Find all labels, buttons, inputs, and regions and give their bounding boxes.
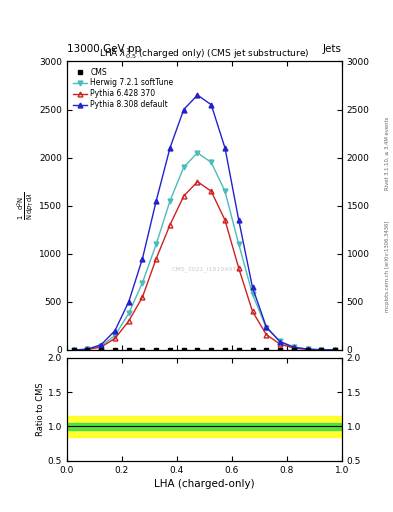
Y-axis label: Ratio to CMS: Ratio to CMS xyxy=(36,382,45,436)
Title: LHA $\lambda^{1}_{0.5}$ (charged only) (CMS jet substructure): LHA $\lambda^{1}_{0.5}$ (charged only) (… xyxy=(99,47,310,61)
Y-axis label: $\frac{1}{\mathregular{N}} \frac{\mathregular{d}^2 \mathregular{N}}{\mathregular: $\frac{1}{\mathregular{N}} \frac{\mathre… xyxy=(15,191,36,220)
Text: 13000 GeV pp: 13000 GeV pp xyxy=(67,44,141,54)
Text: Jets: Jets xyxy=(323,44,342,54)
Legend: CMS, Herwig 7.2.1 softTune, Pythia 6.428 370, Pythia 8.308 default: CMS, Herwig 7.2.1 softTune, Pythia 6.428… xyxy=(71,65,176,112)
Text: mcplots.cern.ch [arXiv:1306.3436]: mcplots.cern.ch [arXiv:1306.3436] xyxy=(385,221,389,312)
Text: CMS_2021_I1919497: CMS_2021_I1919497 xyxy=(172,266,237,272)
X-axis label: LHA (charged-only): LHA (charged-only) xyxy=(154,479,255,489)
Text: Rivet 3.1.10, ≥ 3.4M events: Rivet 3.1.10, ≥ 3.4M events xyxy=(385,117,389,190)
